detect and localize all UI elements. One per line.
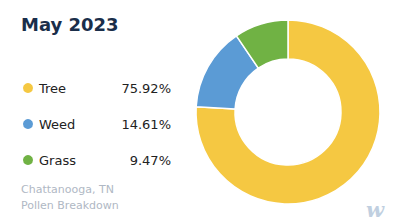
svg-text:w: w bbox=[366, 197, 385, 222]
svg-text:Pollen Breakdown: Pollen Breakdown bbox=[21, 199, 119, 212]
svg-text:9.47%: 9.47% bbox=[130, 153, 171, 168]
svg-text:Chattanooga, TN: Chattanooga, TN bbox=[21, 183, 114, 196]
svg-text:Weed: Weed bbox=[39, 117, 75, 132]
svg-text:14.61%: 14.61% bbox=[121, 117, 171, 132]
svg-text:75.92%: 75.92% bbox=[121, 81, 171, 96]
svg-text:Grass: Grass bbox=[39, 153, 76, 168]
svg-text:Tree: Tree bbox=[38, 81, 66, 96]
svg-text:May 2023: May 2023 bbox=[21, 14, 119, 35]
